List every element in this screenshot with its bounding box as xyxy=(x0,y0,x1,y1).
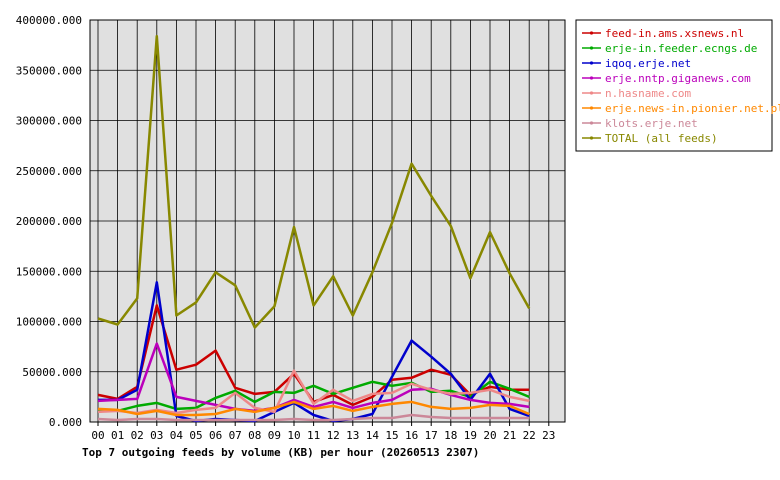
y-tick-label: 0.000 xyxy=(49,416,82,429)
series-lines xyxy=(97,34,531,423)
x-tick-label: 02 xyxy=(131,429,144,442)
legend-marker xyxy=(589,91,594,95)
x-tick-label: 03 xyxy=(150,429,163,442)
legend-label: iqoq.erje.net xyxy=(605,57,691,70)
legend-label: TOTAL (all feeds) xyxy=(605,132,718,145)
y-tick-label: 200000.000 xyxy=(16,215,82,228)
legend-marker xyxy=(589,31,594,35)
x-tick-label: 18 xyxy=(444,429,457,442)
series-line-5 xyxy=(97,369,530,415)
y-tick-label: 400000.000 xyxy=(16,14,82,27)
legend-label: n.hasname.com xyxy=(605,87,691,100)
x-tick-label: 12 xyxy=(327,429,340,442)
legend-label: feed-in.ams.xsnews.nl xyxy=(605,27,744,40)
x-tick-label: 14 xyxy=(366,429,380,442)
y-tick-label: 50000.000 xyxy=(22,366,82,379)
legend-label: klots.erje.net xyxy=(605,117,698,130)
y-tick-label: 300000.000 xyxy=(16,115,82,128)
y-axis: 0.000 50000.000 100000.000 150000.000 200000… xyxy=(16,14,82,429)
y-tick-label: 350000.000 xyxy=(16,64,82,77)
x-tick-label: 00 xyxy=(91,429,104,442)
x-tick-label: 16 xyxy=(405,429,418,442)
y-tick-label: 150000.000 xyxy=(16,265,82,278)
series-line-3 xyxy=(98,281,530,423)
legend-label: erje.nntp.giganews.com xyxy=(605,72,751,85)
x-tick-label: 04 xyxy=(170,429,184,442)
legend: feed-in.ams.xsnews.nl erje-in.feeder.ecng… xyxy=(582,27,780,145)
y-tick-label: 100000.000 xyxy=(16,316,82,329)
x-tick-label: 11 xyxy=(307,429,320,442)
legend-marker xyxy=(589,121,594,125)
legend-marker xyxy=(589,136,594,140)
series-line-6 xyxy=(97,400,530,417)
legend-label: erje.news-in.pionier.net.pl xyxy=(605,102,780,115)
x-tick-label: 23 xyxy=(542,429,555,442)
chart-title: Top 7 outgoing feeds by volume (KB) per … xyxy=(82,446,479,459)
x-tick-label: 17 xyxy=(425,429,438,442)
x-tick-label: 06 xyxy=(209,429,222,442)
legend-box xyxy=(575,19,773,152)
x-tick-label: 13 xyxy=(346,429,359,442)
y-tick-label: 250000.000 xyxy=(16,165,82,178)
legend-marker xyxy=(589,61,594,65)
legend-marker xyxy=(589,76,594,80)
x-tick-label: 15 xyxy=(385,429,398,442)
legend-label: erje-in.feeder.ecngs.de xyxy=(605,42,757,55)
x-tick-label: 05 xyxy=(189,429,202,442)
x-tick-label: 21 xyxy=(503,429,516,442)
legend-marker xyxy=(589,106,594,110)
x-tick-label: 19 xyxy=(464,429,477,442)
x-tick-label: 09 xyxy=(268,429,281,442)
x-tick-label: 22 xyxy=(523,429,536,442)
x-axis: 00 01 02 03 04 05 06 07 08 09 10 11 12 13 14 15 16 17 18 19… xyxy=(91,422,555,442)
x-tick-label: 01 xyxy=(111,429,124,442)
x-tick-label: 20 xyxy=(483,429,496,442)
legend-marker xyxy=(589,46,594,50)
x-tick-label: 10 xyxy=(287,429,300,442)
series-line-4 xyxy=(97,342,530,413)
series-line-8 xyxy=(97,34,531,329)
x-tick-label: 08 xyxy=(248,429,261,442)
x-tick-label: 07 xyxy=(229,429,242,442)
series-line-7 xyxy=(97,413,530,422)
